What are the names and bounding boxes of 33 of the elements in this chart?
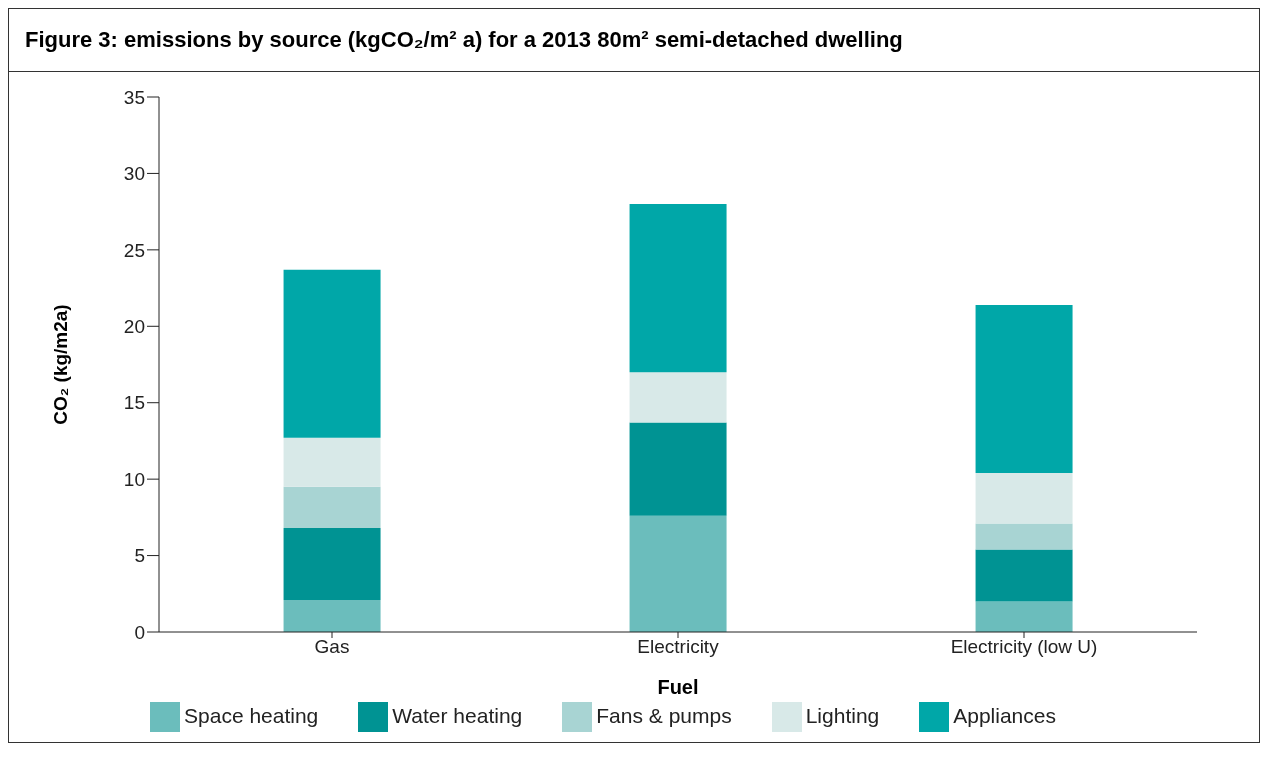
- bar: [975, 473, 1073, 524]
- bar: [283, 528, 381, 600]
- bar: [975, 304, 1073, 474]
- y-tick-label: 35: [123, 86, 145, 108]
- bar: [975, 549, 1073, 602]
- y-tick-label: 10: [123, 468, 145, 490]
- bar: [629, 515, 727, 632]
- x-tick-label: Gas: [314, 636, 350, 658]
- bar: [629, 204, 727, 373]
- legend-label: Appliances: [953, 703, 1056, 727]
- y-tick-label: 5: [134, 545, 145, 567]
- y-tick-label: 0: [134, 621, 145, 643]
- chart-title: Figure 3: emissions by source (kgCO₂/m² a) for a 2013 80m² semi-detached dwelling: [9, 8, 1259, 72]
- y-tick-label: 15: [123, 392, 145, 414]
- bar: [283, 269, 381, 438]
- x-axis-title: Fuel: [657, 676, 699, 698]
- x-tick-label: Electricity: [637, 636, 720, 658]
- x-tick-label: Electricity (low U): [950, 636, 1098, 658]
- y-tick-label: 20: [123, 316, 145, 338]
- bar: [283, 437, 381, 487]
- y-tick-label: 30: [123, 163, 145, 185]
- legend-label: Fans & pumps: [596, 703, 732, 727]
- bar: [629, 372, 727, 423]
- y-tick-label: 25: [123, 239, 145, 261]
- bar: [283, 599, 381, 632]
- bar: [629, 422, 727, 516]
- y-axis-title: CO₂ (kg/m2a): [50, 304, 71, 425]
- legend-label: Space heating: [184, 703, 319, 727]
- bar: [975, 601, 1073, 632]
- legend-label: Lighting: [805, 703, 880, 727]
- bar: [975, 523, 1073, 550]
- bar: [283, 486, 381, 529]
- legend-label: Water heating: [392, 703, 523, 727]
